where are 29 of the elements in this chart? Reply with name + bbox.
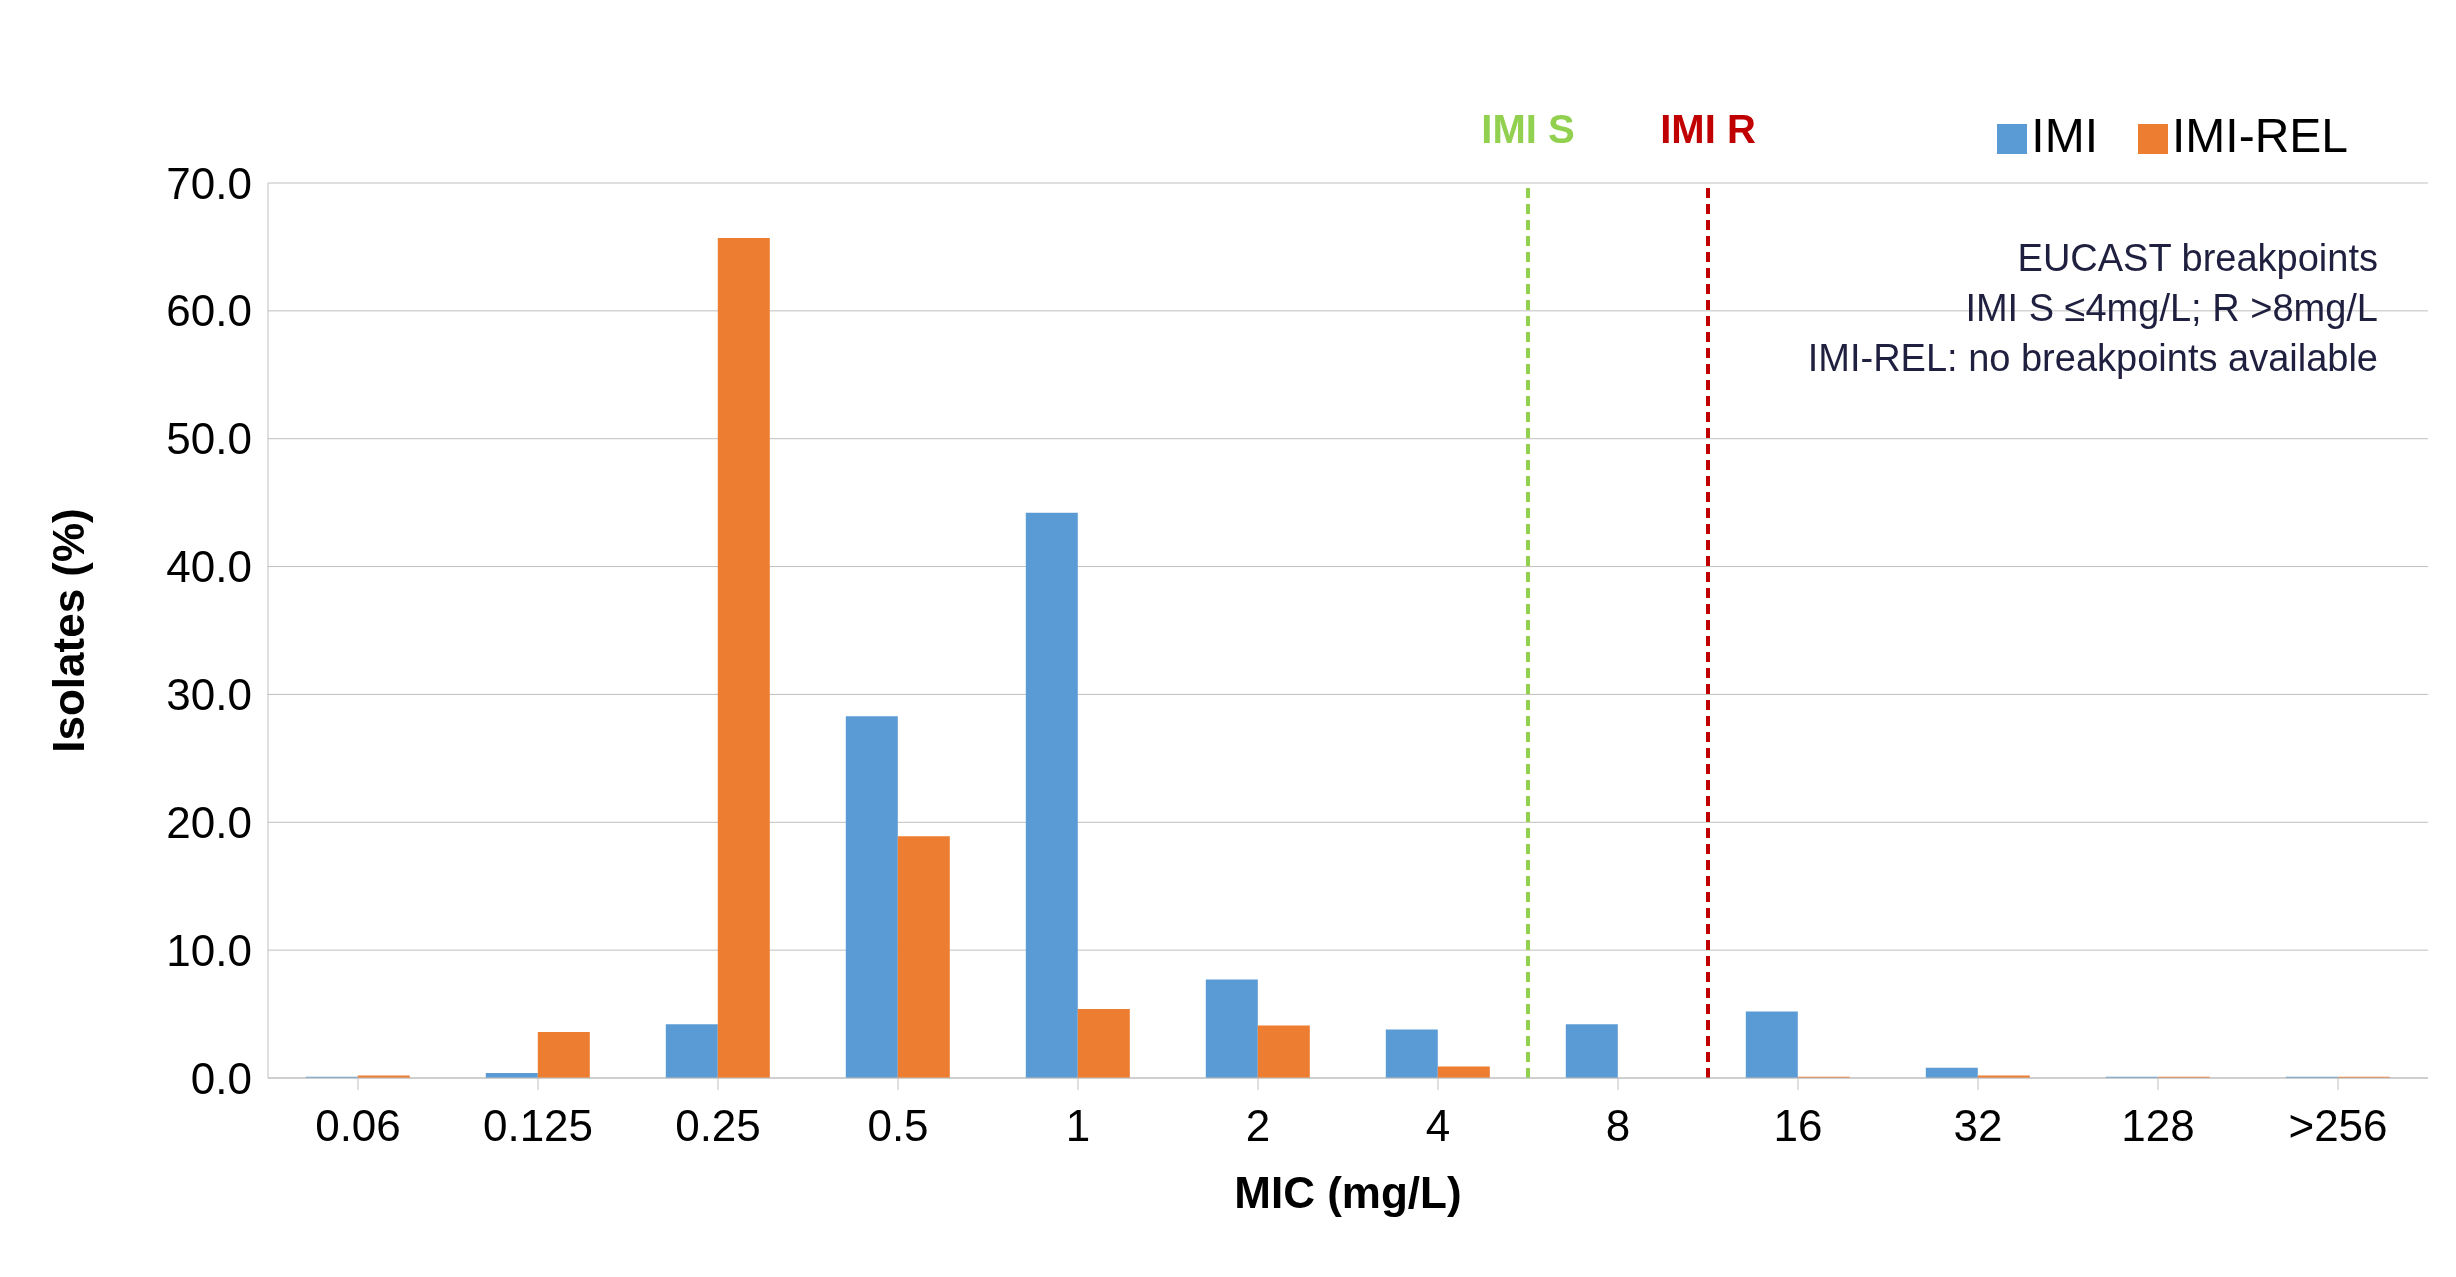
annotation: IMI S ≤4mg/L; R >8mg/L <box>1964 286 2378 331</box>
x-tick-label: 0.125 <box>482 1101 594 1151</box>
x-tick-label: >256 <box>2288 1101 2388 1151</box>
x-tick-label: 4 <box>1425 1101 1451 1151</box>
y-tick-label: 50.0 <box>166 414 252 464</box>
annotation: EUCAST breakpoints <box>2016 236 2378 281</box>
y-tick-label: 70.0 <box>166 158 252 208</box>
y-tick-label: 40.0 <box>166 542 252 592</box>
y-tick-label: 60.0 <box>166 286 252 336</box>
legend-label: IMI <box>2031 109 2098 162</box>
y-tick-label: 10.0 <box>166 925 252 975</box>
x-tick-label: 1 <box>1065 1101 1091 1151</box>
x-tick-label: 16 <box>1773 1101 1823 1151</box>
x-tick-label: 128 <box>2121 1101 2195 1151</box>
x-tick-label: 8 <box>1605 1101 1631 1151</box>
y-tick-label: 30.0 <box>166 670 252 720</box>
y-axis-title: Isolates (%) <box>43 508 93 753</box>
annotation: IMI-REL: no breakpoints available <box>1807 336 2378 381</box>
x-tick-label: 2 <box>1245 1101 1271 1151</box>
x-tick-label: 32 <box>1953 1101 2003 1151</box>
x-axis-title: MIC (mg/L) <box>1234 1168 1462 1217</box>
y-tick-label: 0.0 <box>190 1053 252 1103</box>
ref-line-label: IMI R <box>1660 107 1756 151</box>
ref-line-label: IMI S <box>1481 107 1575 151</box>
x-tick-label: 0.06 <box>315 1101 401 1151</box>
x-tick-label: 0.25 <box>675 1101 761 1151</box>
x-tick-label: 0.5 <box>867 1101 929 1151</box>
legend-label: IMI-REL <box>2171 109 2348 162</box>
y-tick-label: 20.0 <box>166 797 252 847</box>
